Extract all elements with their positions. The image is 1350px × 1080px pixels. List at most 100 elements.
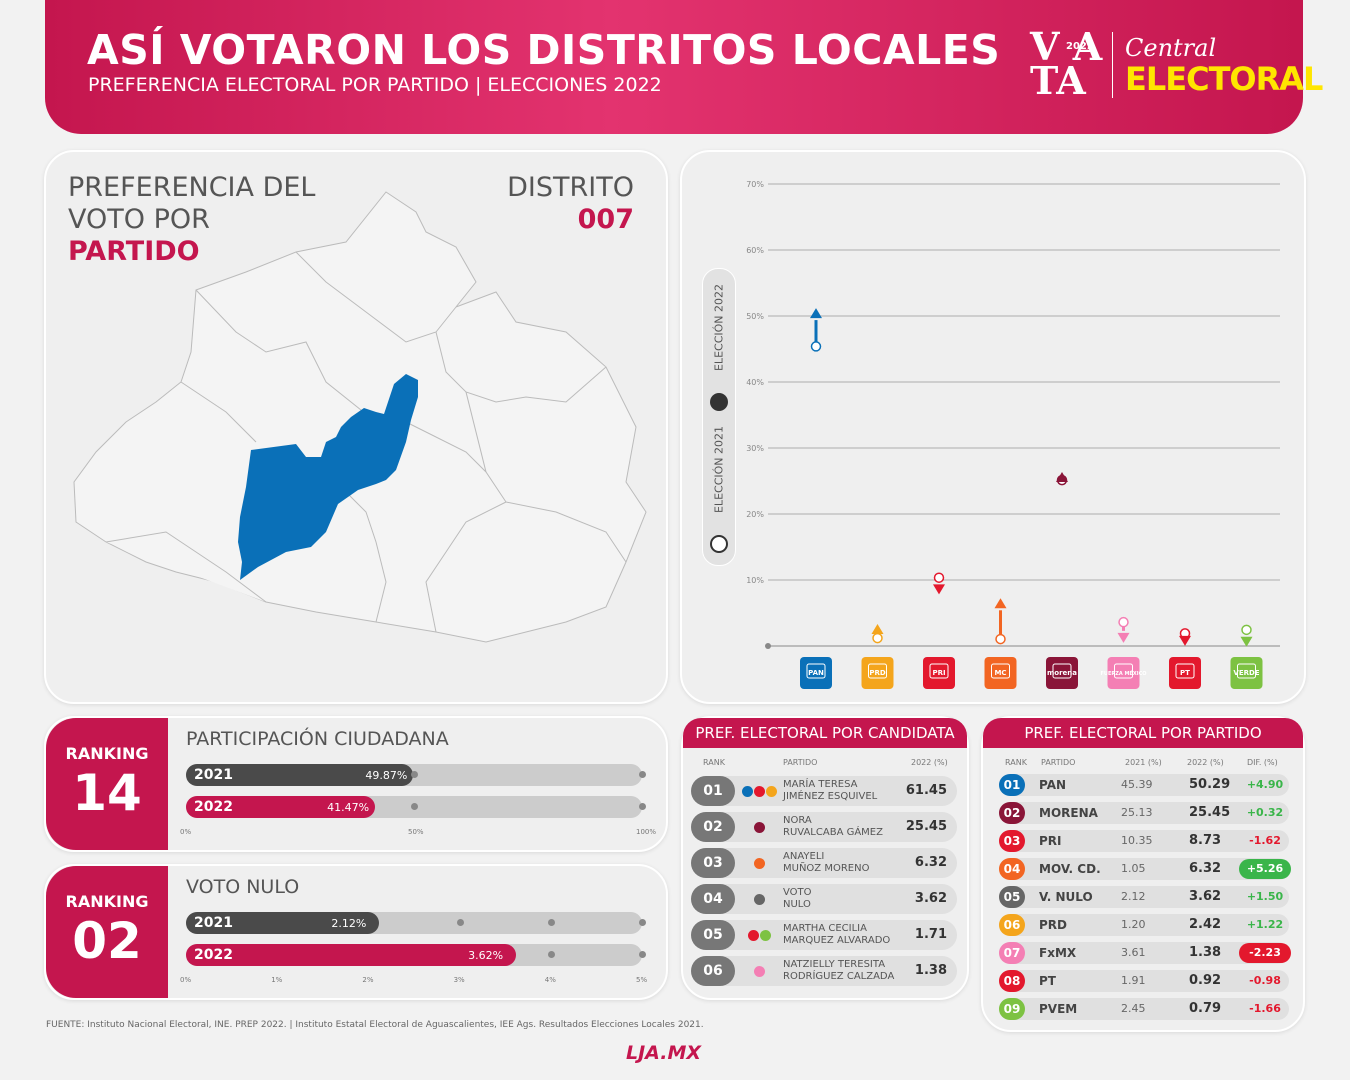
candidate-rank: 04	[691, 884, 735, 914]
map-region	[105, 531, 267, 603]
source-footnote: FUENTE: Instituto Nacional Electoral, IN…	[46, 1020, 704, 1030]
party-row: 07 FxMX 3.61 1.38 -2.23	[999, 942, 1291, 964]
party-rank: 01	[999, 774, 1025, 796]
party-logo-verde: VERDE	[1230, 657, 1263, 689]
tick-dot	[639, 771, 646, 778]
party-difference: -0.98	[1249, 974, 1281, 987]
party-difference: +1.22	[1246, 918, 1284, 931]
parties-title: PREF. ELECTORAL POR PARTIDO	[983, 718, 1303, 748]
party-value-2022: 6.32	[1189, 861, 1222, 876]
point-2022	[1240, 636, 1253, 647]
party-name: FxMX	[1039, 946, 1077, 960]
svg-text:VERDE: VERDE	[1233, 669, 1259, 677]
point-2022	[810, 308, 822, 319]
central-logo-text: Central	[1125, 34, 1217, 62]
candidate-value: 6.32	[914, 855, 947, 870]
tick-dot	[639, 951, 646, 958]
map-panel: PREFERENCIA DEL VOTO POR PARTIDO DISTRIT…	[44, 150, 668, 704]
party-color-dot	[754, 966, 765, 977]
candidate-row: 03 ANAYELI MUÑOZ MORENO 6.32	[691, 848, 957, 878]
party-logo-pri: PRI	[923, 657, 955, 689]
party-value-2022: 25.45	[1189, 805, 1231, 820]
candidate-name: NATZIELLY TERESITA RODRÍGUEZ CALZADA	[783, 959, 895, 982]
party-difference: -2.23	[1239, 943, 1291, 963]
point-2021	[872, 632, 883, 644]
party-rank: 03	[999, 830, 1025, 852]
axis-tick-label: 0%	[180, 828, 192, 836]
participation-ranking: RANKING 14	[46, 718, 168, 850]
point-2022	[1117, 632, 1130, 643]
map-region	[505, 501, 627, 563]
candidate-rank: 05	[691, 920, 735, 950]
party-name: PRI	[1039, 834, 1062, 848]
point-2022	[1056, 472, 1068, 483]
page-subtitle: PREFERENCIA ELECTORAL POR PARTIDO | ELEC…	[88, 74, 662, 96]
party-name: PAN	[1039, 778, 1067, 792]
party-name: MOV. CD.	[1039, 862, 1101, 876]
party-rank: 05	[999, 886, 1025, 908]
party-color-dot	[754, 822, 765, 833]
axis-tick-label: 5%	[636, 976, 648, 984]
svg-text:PRD: PRD	[869, 669, 886, 677]
chart-panel: 10% 20% 30% 40% 50% 60% 70% PAN PRD PRI MC morena FU…	[680, 150, 1306, 704]
svg-text:FUERZA MÉXICO: FUERZA MÉXICO	[1100, 669, 1146, 677]
party-value-2021: 45.39	[1121, 778, 1153, 791]
participation-panel: RANKING 14 PARTICIPACIÓN CIUDADANA 2021 4…	[44, 716, 668, 852]
vota-logo: V A TA	[1030, 24, 1103, 103]
bar-value-label: 41.47%	[327, 801, 370, 814]
party-value-2021: 1.91	[1121, 974, 1146, 987]
bar-fill-2022	[186, 944, 517, 966]
party-row: 08 PT 1.91 0.92 -0.98	[999, 970, 1289, 992]
party-rank: 02	[999, 802, 1025, 824]
axis-tick-label: 50%	[408, 828, 424, 836]
party-value-2021: 3.61	[1121, 946, 1146, 959]
bar-2021: 2021 2.12%	[186, 912, 646, 934]
bar-fill-2022	[186, 796, 376, 818]
party-logo-pt: PT	[1169, 657, 1201, 689]
party-color-dot	[742, 786, 753, 797]
party-row: 03 PRI 10.35 8.73 -1.62	[999, 830, 1289, 852]
axis-tick-label: 2%	[362, 976, 374, 984]
party-row: 04 MOV. CD. 1.05 6.32 +5.26	[999, 858, 1291, 880]
col-rank: RANK	[1005, 758, 1027, 767]
party-color-dot	[754, 858, 765, 869]
party-color-dot	[754, 894, 765, 905]
party-rank: 06	[999, 914, 1025, 936]
party-difference: +4.90	[1246, 778, 1284, 791]
party-logo-morena: morena	[1046, 657, 1078, 689]
point-2022	[994, 598, 1007, 609]
y-tick-label: 20%	[746, 510, 764, 519]
candidate-row: 05 MARTHA CECILIA MARQUEZ ALVARADO 1.71	[691, 920, 957, 950]
candidate-row: 01 MARÍA TERESA JIMÉNEZ ESQUIVEL 61.45	[691, 776, 957, 806]
axis-tick-label: 4%	[544, 976, 556, 984]
party-value-2021: 25.13	[1121, 806, 1153, 819]
electoral-logo-text: ELECTORAL	[1125, 60, 1323, 98]
candidate-rank: 06	[691, 956, 735, 986]
point-2021	[1241, 624, 1252, 636]
col-partido: PARTIDO	[783, 758, 818, 767]
party-value-2021: 1.05	[1121, 862, 1146, 875]
party-difference: -1.66	[1249, 1002, 1281, 1015]
party-logo-pan: PAN	[800, 657, 832, 689]
candidate-value: 25.45	[905, 819, 947, 834]
party-rank: 08	[999, 970, 1025, 992]
map-region	[180, 381, 257, 443]
y-tick-label: 30%	[746, 444, 764, 453]
bar-year-label: 2021	[194, 767, 233, 783]
parties-panel: PREF. ELECTORAL POR PARTIDO RANK PARTIDO…	[981, 716, 1305, 1032]
bar-2022: 2022 41.47%	[186, 796, 646, 818]
svg-text:MC: MC	[994, 669, 1006, 677]
candidate-rank: 02	[691, 812, 735, 842]
party-color-dot	[766, 786, 777, 797]
map-region	[345, 491, 387, 623]
tick-dot	[547, 951, 555, 958]
map-title: PREFERENCIA DEL VOTO POR PARTIDO	[68, 172, 316, 267]
party-logo-fuerza-méxico: FUERZA MÉXICO	[1100, 657, 1147, 689]
tick-dot	[639, 803, 646, 810]
point-2021	[933, 572, 945, 583]
null-vote-ranking-number: 02	[72, 912, 142, 970]
party-difference: +0.32	[1246, 806, 1284, 819]
party-row: 06 PRD 1.20 2.42 +1.22	[999, 914, 1289, 936]
bar-year-label: 2022	[194, 947, 233, 963]
map-region	[295, 251, 457, 343]
